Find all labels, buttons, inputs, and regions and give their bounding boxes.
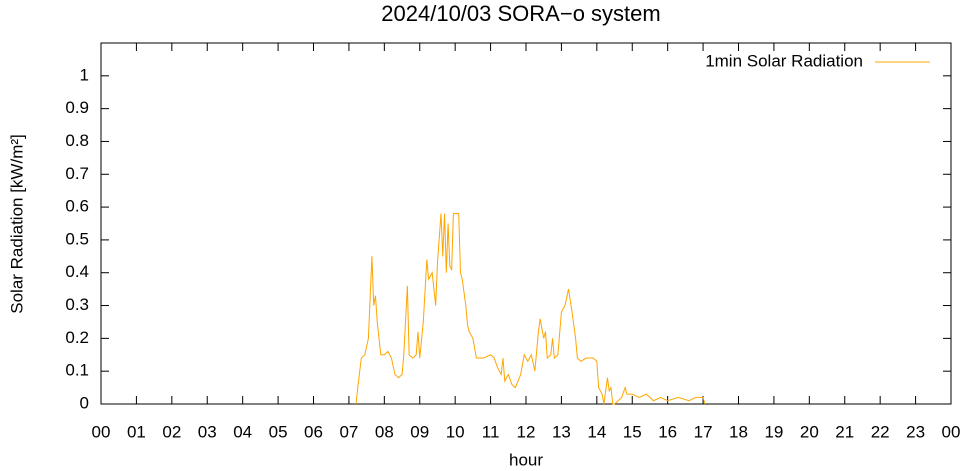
x-tick-label: 01: [127, 422, 146, 441]
x-tick-label: 11: [482, 422, 500, 441]
y-tick-label: 0.8: [65, 131, 89, 150]
x-tick-label: 00: [92, 422, 111, 441]
x-tick-label: 21: [835, 422, 854, 441]
x-tick-label: 19: [764, 422, 783, 441]
x-tick-label: 08: [375, 422, 394, 441]
x-tick-label: 04: [233, 422, 252, 441]
x-tick-label: 06: [304, 422, 323, 441]
y-tick-label: 0.5: [65, 229, 89, 248]
chart-title: 2024/10/03 SORA−o system: [381, 1, 660, 26]
y-tick-label: 0.6: [65, 197, 89, 216]
x-tick-label: 03: [198, 422, 217, 441]
x-tick-label: 00: [942, 422, 961, 441]
x-tick-label: 22: [871, 422, 890, 441]
y-tick-label: 0.4: [65, 262, 89, 281]
y-axis-label: Solar Radiation [kW/m²]: [7, 134, 26, 314]
plot-frame: [100, 42, 952, 405]
x-tick-label: 23: [906, 422, 925, 441]
y-tick-label: 0.2: [65, 328, 89, 347]
y-tick-label: 1: [80, 65, 89, 84]
x-tick-label: 20: [800, 422, 819, 441]
y-tick-label: 0.1: [65, 361, 89, 380]
x-tick-label: 05: [269, 422, 288, 441]
x-tick-label: 18: [729, 422, 748, 441]
y-tick-label: 0.7: [65, 164, 89, 183]
x-tick-label: 09: [410, 422, 429, 441]
data-line: [355, 213, 706, 405]
x-tick-label: 02: [162, 422, 181, 441]
y-tick-label: 0.9: [65, 98, 89, 117]
x-tick-label: 10: [446, 422, 465, 441]
y-tick-label: 0: [80, 393, 89, 412]
x-tick-label: 14: [587, 422, 606, 441]
x-tick-label: 17: [694, 422, 713, 441]
x-tick-label: 13: [552, 422, 571, 441]
x-tick-label: 15: [623, 422, 642, 441]
x-tick-label: 07: [339, 422, 358, 441]
y-tick-label: 0.3: [65, 295, 89, 314]
x-tick-label: 12: [517, 422, 536, 441]
legend-label: 1min Solar Radiation: [705, 51, 863, 70]
x-axis-label: hour: [509, 450, 543, 469]
x-tick-label: 16: [658, 422, 677, 441]
